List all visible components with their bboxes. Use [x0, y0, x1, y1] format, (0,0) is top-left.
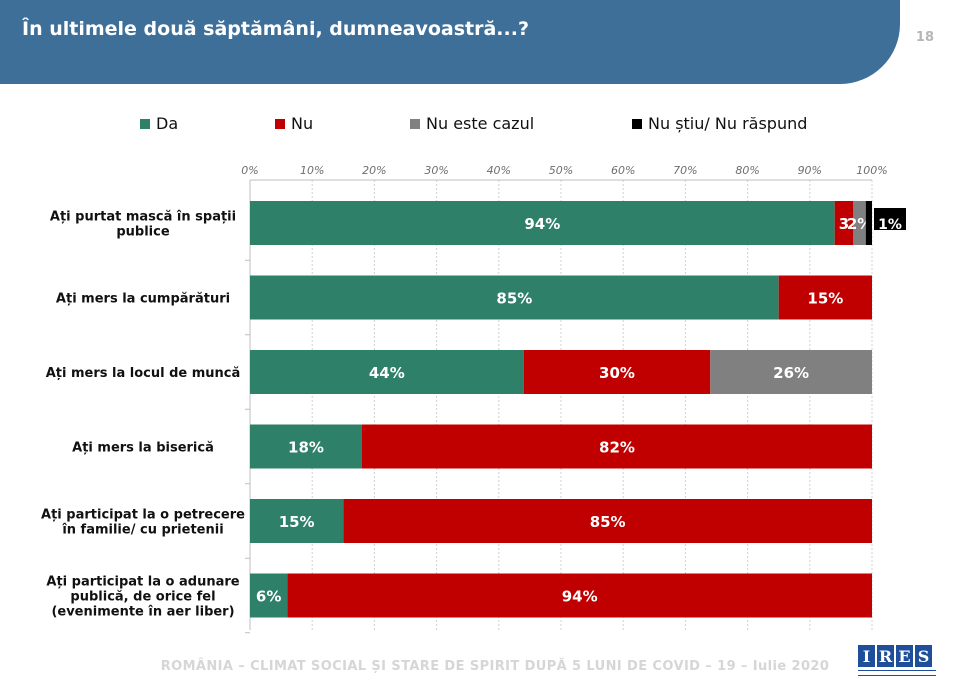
chart-legend: Da Nu Nu este cazul Nu știu/ Nu răspund: [0, 114, 954, 138]
data-label: 26%: [773, 364, 809, 382]
data-label: 15%: [279, 513, 315, 531]
category-label: în familie/ cu prietenii: [61, 523, 223, 538]
data-label-box: [874, 208, 906, 230]
logo-letter: I: [858, 645, 875, 667]
category-label: publică, de orice fel: [70, 590, 215, 605]
logo-letter: S: [915, 645, 932, 667]
x-tick-label: 60%: [611, 164, 635, 177]
bar-segment: [250, 573, 288, 618]
bar-segment: [361, 424, 872, 469]
stacked-bar-chart: 0% 10% 20% 30% 40% 50% 60% 70% 80% 90% 100% Ați pur…: [41, 164, 906, 634]
category-label: Ați mers la cumpărături: [56, 292, 230, 307]
x-tick-label: 20%: [362, 164, 386, 177]
x-tick-label: 90%: [798, 164, 822, 177]
bar-segment: [250, 424, 362, 469]
bar-segment: [523, 350, 711, 394]
legend-swatch-nu-stiu: [632, 118, 642, 129]
x-tick-label: 10%: [300, 164, 324, 177]
page-title: În ultimele două săptămâni, dumneavoastr…: [22, 18, 529, 40]
page-number: 18: [915, 30, 934, 45]
x-tick-label: 80%: [735, 164, 759, 177]
legend-label-nu-stiu: Nu știu/ Nu răspund: [648, 114, 808, 133]
x-tick-label: 0%: [241, 164, 258, 177]
data-label: 82%: [599, 439, 635, 457]
legend-item-nu-stiu: Nu știu/ Nu răspund: [632, 114, 807, 133]
category-label: publice: [116, 225, 169, 240]
legend-label-da: Da: [156, 114, 179, 133]
data-label: 15%: [807, 290, 843, 308]
x-tick-label: 30%: [424, 164, 448, 177]
bar-segment: [250, 201, 835, 245]
data-label: 6%: [256, 588, 281, 606]
legend-item-nu: Nu: [275, 114, 313, 133]
data-label: 3: [839, 215, 849, 233]
data-label: 44%: [369, 364, 405, 382]
legend-label-nu: Nu: [291, 114, 314, 133]
category-label: Ați purtat mască în spații: [50, 210, 236, 225]
bar-segment: [853, 201, 866, 245]
data-label: 94%: [562, 588, 598, 606]
category-label: (evenimente în aer liber): [51, 605, 234, 620]
bar-segment: [250, 499, 344, 543]
bar-segment: [250, 350, 524, 394]
category-label: Ați mers la biserică: [72, 441, 214, 456]
header-banner: În ultimele două săptămâni, dumneavoastr…: [0, 0, 900, 84]
footer-text: ROMÂNIA – CLIMAT SOCIAL ȘI STARE DE SPIR…: [160, 659, 830, 674]
x-tick-label: 100%: [856, 164, 887, 177]
legend-swatch-da: [140, 118, 150, 129]
data-label: 1%: [878, 217, 902, 233]
legend-item-nu-este-cazul: Nu este cazul: [410, 114, 534, 133]
bar-segment: [250, 275, 779, 320]
bar-segment: [778, 275, 872, 320]
category-label: Ați participat la o adunare: [46, 575, 239, 590]
legend-label-nu-este-cazul: Nu este cazul: [426, 114, 535, 133]
bar-segment: [343, 499, 872, 543]
legend-item-da: Da: [140, 114, 178, 133]
data-label: 18%: [288, 439, 324, 457]
bar-segment: [865, 201, 872, 245]
legend-swatch-nu-este-cazul: [410, 118, 420, 129]
category-label: Ați participat la o petrecere: [41, 508, 245, 523]
data-label: 85%: [590, 513, 626, 531]
logo-letter: R: [877, 645, 894, 667]
legend-swatch-nu: [275, 118, 285, 129]
data-label: 85%: [496, 290, 532, 308]
x-tick-label: 50%: [549, 164, 573, 177]
data-label: 94%: [524, 215, 560, 233]
ires-logo: I R E S: [858, 645, 936, 683]
bar-segment: [287, 573, 872, 618]
category-label: Ați mers la locul de muncă: [46, 366, 241, 381]
x-tick-label: 40%: [487, 164, 511, 177]
data-label: 30%: [599, 364, 635, 382]
x-tick-label: 70%: [673, 164, 697, 177]
bar-segment: [710, 350, 872, 394]
logo-letter: E: [896, 645, 913, 667]
logo-underline: [858, 670, 936, 676]
bar-segment: [834, 201, 854, 245]
